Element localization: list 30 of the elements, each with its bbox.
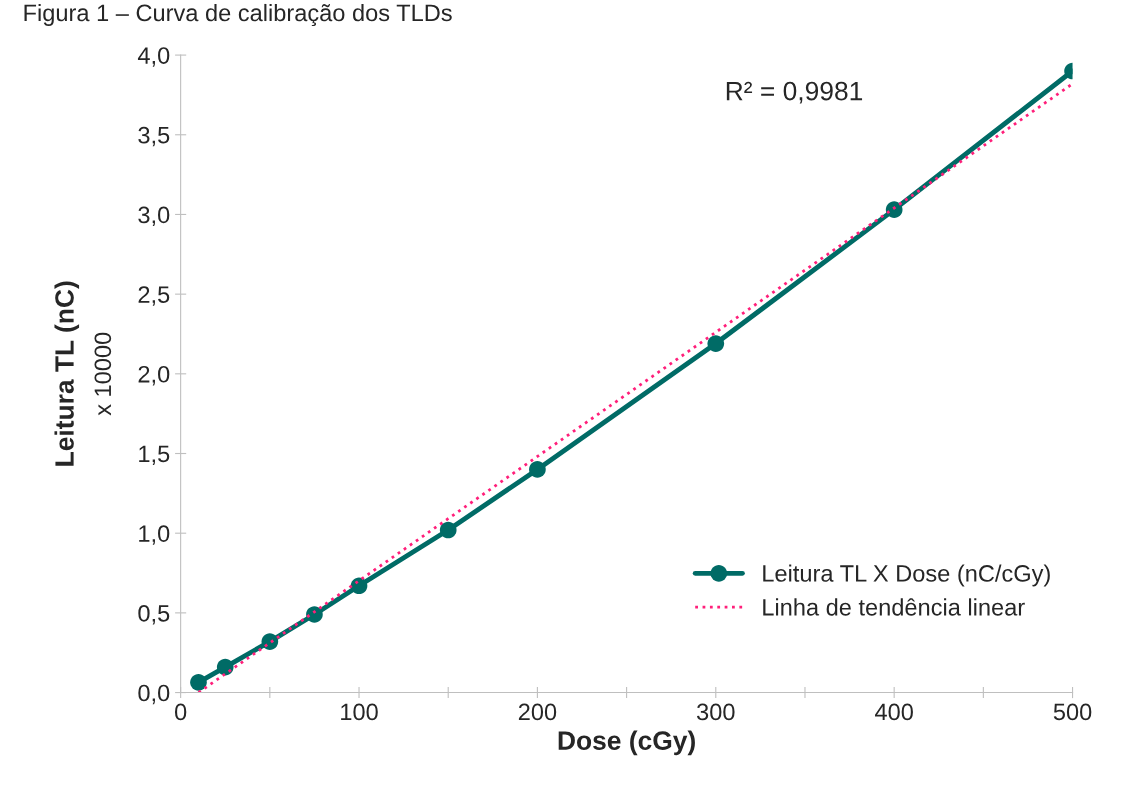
y-tick-label: 3,0 xyxy=(138,206,170,227)
x-axis-title: Dose (cGy) xyxy=(558,730,695,756)
y-axis-title: Leitura TL (nC) xyxy=(54,281,80,466)
point xyxy=(261,633,279,650)
y-tick-label: 1,0 xyxy=(139,525,170,545)
x-tick-label: 500 xyxy=(1053,703,1092,721)
y-tick-label: 2,0 xyxy=(138,365,170,386)
point xyxy=(190,674,207,691)
annotation: R² = 0,9981 xyxy=(726,81,863,104)
y-tick-label: 2,5 xyxy=(138,286,170,306)
chart-title: Figura 1 – Curva de calibração dos TLDs xyxy=(24,3,452,27)
text: x 10000 xyxy=(94,332,112,416)
point xyxy=(439,521,457,539)
x-tick-label: 300 xyxy=(696,703,735,721)
y-tick-label: 0,0 xyxy=(138,684,170,705)
legend-label: Leitura TL X Dose (nC/cGy) xyxy=(763,564,1050,587)
point xyxy=(350,577,368,595)
x-tick-label: 400 xyxy=(875,703,913,721)
point xyxy=(216,658,234,676)
x-tick-label: 200 xyxy=(518,703,557,721)
x-tick-label: 100 xyxy=(341,703,378,721)
x-tick-label: 0 xyxy=(175,703,187,721)
point xyxy=(707,335,725,352)
y-tick-label: 4,0 xyxy=(137,47,170,67)
point xyxy=(306,606,323,623)
point xyxy=(529,461,546,478)
y-tick-label: 1,5 xyxy=(139,445,170,466)
legend-label: Linha de tendência linear xyxy=(763,598,1025,616)
y-tick-label: 3,5 xyxy=(138,126,170,147)
y-tick-label: 0,5 xyxy=(138,604,170,625)
